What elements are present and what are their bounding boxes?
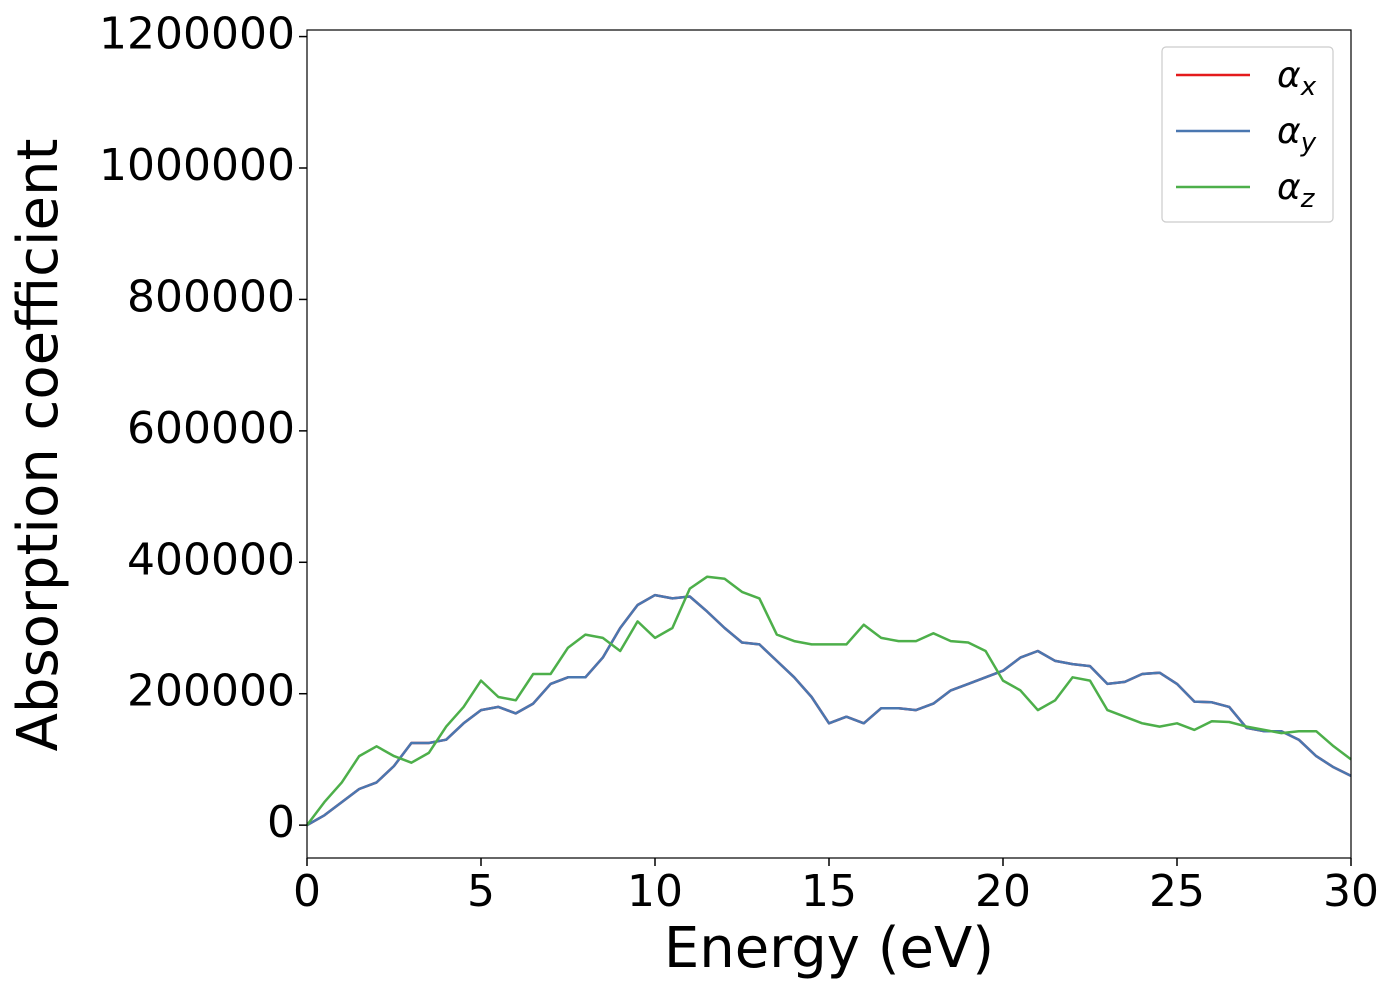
y-tick-label: 1200000 [99,9,295,60]
y-tick-label: 600000 [127,403,295,454]
legend-label: αx [1277,55,1317,102]
plot-frame [306,29,1352,859]
y-tick-label: 0 [267,797,295,848]
legend-box [1161,46,1334,223]
x-tick-label: 30 [1323,866,1379,917]
x-tick-label: 0 [293,866,321,917]
x-tick-label: 20 [975,866,1031,917]
series-line [306,593,1352,827]
x-tick-label: 5 [467,866,495,917]
y-tick-label: 800000 [127,271,295,322]
x-axis-label: Energy (eV) [664,916,994,981]
series-line [306,575,1352,826]
legend-label: αy [1277,111,1317,158]
y-tick-label: 1000000 [99,140,295,191]
y-tick-label: 200000 [127,666,295,717]
series-line [306,593,1352,827]
x-tick-label: 25 [1149,866,1205,917]
x-tick-label: 10 [627,866,683,917]
y-tick-label: 400000 [127,534,295,585]
y-axis-label: Absorption coefficient [6,139,71,752]
x-tick-label: 15 [801,866,857,917]
